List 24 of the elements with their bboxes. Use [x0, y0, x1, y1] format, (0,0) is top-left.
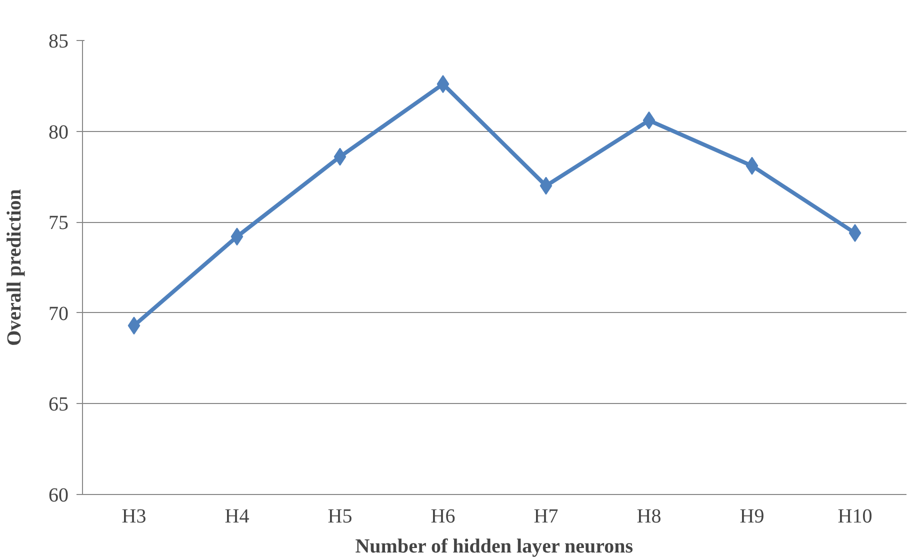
y-tick-label: 80 — [48, 121, 68, 144]
x-tick-label: H3 — [122, 506, 146, 528]
point — [436, 75, 450, 94]
x-tick-label: H10 — [838, 506, 872, 528]
point — [128, 316, 140, 335]
y-tick-label: 75 — [48, 212, 68, 234]
y-tick-label: 85 — [48, 30, 68, 52]
point — [746, 156, 758, 175]
y-tick-label: 65 — [48, 394, 68, 416]
point — [642, 111, 656, 130]
x-tick-label: H4 — [224, 506, 250, 528]
point — [848, 224, 862, 242]
x-tick-label: H7 — [534, 506, 558, 528]
x-axis-title: Number of hidden layer neurons — [355, 536, 634, 558]
point — [540, 176, 552, 195]
y-axis-title: Overall prediction — [4, 189, 26, 346]
x-tick-label: H8 — [636, 506, 662, 528]
x-tick-label: H9 — [740, 506, 764, 528]
x-tick-label: H6 — [430, 506, 456, 528]
y-tick-label: 70 — [48, 302, 68, 325]
point — [334, 148, 346, 166]
point — [230, 228, 244, 246]
x-tick-label: H5 — [328, 506, 352, 528]
y-tick-label: 60 — [48, 484, 68, 506]
